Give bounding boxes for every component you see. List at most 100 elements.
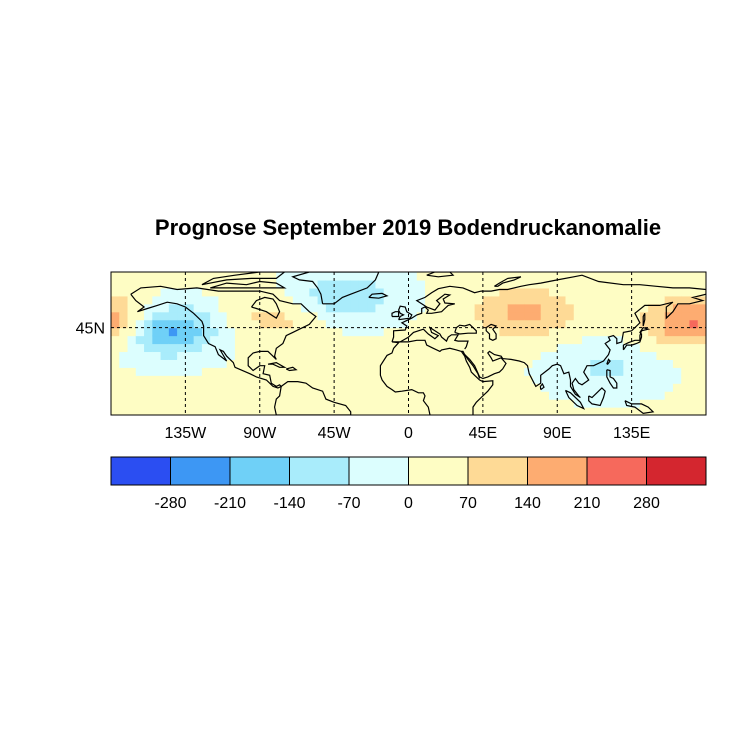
field-cell — [144, 295, 153, 305]
field-cell — [532, 295, 542, 305]
field-cell — [234, 343, 244, 353]
lon-tick-label: 135W — [164, 425, 207, 442]
field-cell — [433, 383, 443, 392]
field-cell — [474, 343, 484, 353]
field-cell — [532, 327, 542, 337]
field-cell — [615, 367, 624, 376]
field-cell — [664, 319, 674, 329]
field-cell — [218, 319, 228, 329]
field-cell — [557, 391, 567, 400]
field-cell — [177, 343, 186, 353]
field-cell — [416, 319, 426, 329]
field-cell — [292, 327, 302, 337]
coastline — [622, 326, 651, 351]
field-cell — [681, 272, 691, 281]
lon-tick-label: 0 — [404, 425, 413, 442]
field-cell — [234, 399, 244, 408]
field-cell — [672, 272, 682, 281]
field-cell — [400, 327, 410, 337]
field-cell — [243, 272, 253, 281]
field-cell — [425, 327, 434, 337]
colorbar-label: 280 — [633, 495, 660, 512]
field-cell — [507, 383, 517, 392]
field-cell — [152, 343, 162, 353]
field-cell — [325, 311, 335, 321]
field-cell — [111, 383, 120, 392]
field-cell — [664, 335, 674, 345]
field-cell — [664, 327, 674, 337]
field-cell — [292, 399, 302, 408]
colorbar-label: 0 — [404, 495, 413, 512]
field-cell — [573, 327, 583, 337]
field-cell — [499, 295, 509, 305]
field-cell — [152, 327, 162, 337]
field-cell — [590, 383, 600, 392]
colorbar-swatch — [646, 456, 707, 486]
field-cell — [234, 272, 244, 281]
field-cell — [234, 383, 244, 392]
field-cell — [565, 399, 575, 408]
colorbar-label: 140 — [514, 495, 541, 512]
field-cell — [532, 391, 542, 400]
field-cell — [259, 407, 269, 415]
field-cell — [342, 335, 352, 345]
field-cell — [325, 279, 335, 289]
field-cell — [433, 335, 443, 345]
field-cell — [590, 272, 600, 281]
field-cell — [251, 343, 261, 353]
field-cell — [284, 343, 294, 353]
field-cell — [210, 279, 220, 289]
field-cell — [573, 335, 583, 345]
field-cell — [532, 343, 542, 353]
field-cell — [193, 279, 203, 289]
field-cell — [441, 367, 451, 376]
field-cell — [615, 391, 624, 400]
field-cell — [548, 383, 558, 392]
field-cell — [499, 375, 509, 384]
field-cell — [639, 272, 649, 281]
field-cell — [301, 279, 310, 289]
field-cell — [127, 303, 137, 313]
field-cell — [548, 272, 558, 281]
field-cell — [160, 343, 170, 353]
field-cell — [391, 391, 401, 400]
field-cell — [259, 327, 269, 337]
field-cell — [259, 279, 269, 289]
coastline — [606, 369, 618, 389]
field-cell — [623, 391, 633, 400]
field-cell — [111, 367, 120, 376]
field-cell — [598, 375, 608, 384]
field-cell — [623, 351, 633, 360]
field-cell — [400, 383, 410, 392]
field-cell — [111, 351, 120, 360]
field-cell — [268, 335, 277, 345]
field-cell — [391, 383, 401, 392]
field-cell — [565, 343, 575, 353]
field-cell — [540, 407, 550, 415]
field-cell — [573, 407, 583, 415]
field-cell — [226, 351, 236, 360]
field-cell — [623, 295, 633, 305]
field-cell — [474, 383, 484, 392]
field-cell — [606, 295, 616, 305]
field-cell — [648, 327, 658, 337]
field-cell — [507, 335, 517, 345]
field-cell — [598, 359, 608, 368]
field-cell — [284, 327, 294, 337]
field-cell — [582, 295, 591, 305]
field-cell — [251, 407, 261, 415]
field-cell — [127, 383, 137, 392]
field-cell — [515, 279, 525, 289]
field-cell — [193, 375, 203, 384]
colorbar-swatch — [467, 456, 528, 486]
field-cell — [631, 391, 641, 400]
field-cell — [631, 375, 641, 384]
field-cell — [408, 335, 418, 345]
field-cell — [251, 399, 261, 408]
field-cell — [548, 335, 558, 345]
field-cell — [309, 272, 319, 281]
field-cell — [664, 272, 674, 281]
field-cell — [408, 303, 418, 313]
field-cell — [615, 295, 624, 305]
field-cell — [144, 383, 153, 392]
